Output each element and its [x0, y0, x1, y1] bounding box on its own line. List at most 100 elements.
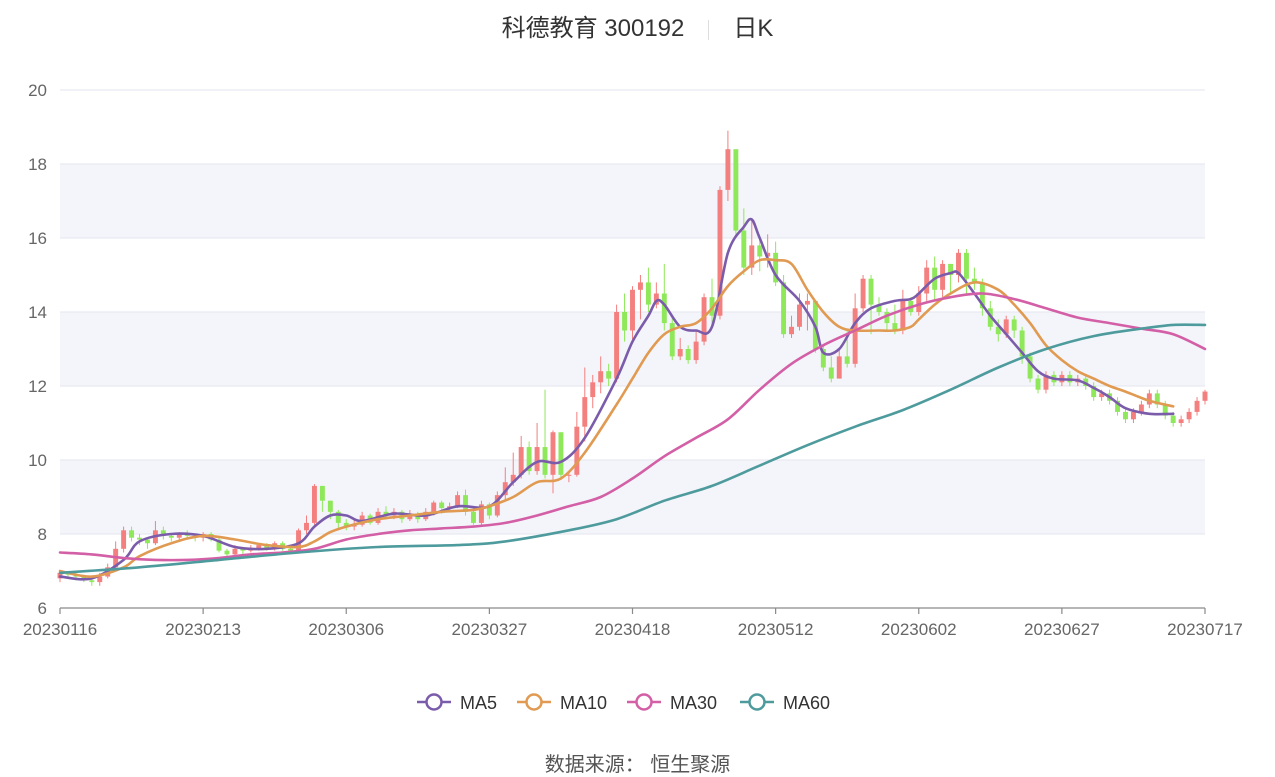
candle: [526, 441, 532, 475]
candle-body: [725, 149, 731, 190]
candle: [701, 293, 707, 346]
candle-body: [924, 267, 930, 294]
candle: [590, 374, 596, 409]
candle-body: [1019, 330, 1025, 357]
data-source: 数据来源： 恒生聚源: [544, 754, 731, 776]
y-tick-label: 6: [38, 599, 47, 618]
candle-body: [868, 278, 874, 305]
candle-body: [121, 530, 127, 549]
candle: [1202, 389, 1208, 405]
candle: [510, 452, 516, 486]
grid-band: [60, 164, 1205, 238]
candle: [693, 330, 699, 364]
candle: [311, 484, 317, 527]
candle-body: [89, 580, 95, 583]
candle-body: [820, 349, 826, 368]
candle-body: [502, 482, 508, 496]
candle: [685, 345, 691, 364]
candle-body: [1003, 319, 1009, 335]
candle-body: [296, 530, 302, 551]
x-tick-label: 20230512: [738, 620, 814, 639]
candle: [884, 308, 890, 331]
candle-body: [852, 308, 858, 364]
candle-body: [431, 502, 437, 512]
candle: [558, 432, 564, 479]
legend-marker: [525, 693, 543, 711]
candle-body: [765, 252, 771, 257]
legend-marker: [635, 693, 653, 711]
x-tick-label: 20230418: [595, 620, 671, 639]
candle-body: [797, 304, 802, 327]
candle-body: [884, 312, 890, 324]
candle-body: [534, 447, 540, 472]
candle-body: [566, 474, 572, 476]
candle: [304, 515, 309, 534]
candle-body: [1194, 400, 1200, 412]
candle-body: [232, 548, 238, 555]
candle: [622, 293, 628, 342]
candle-body: [701, 297, 707, 342]
candle: [542, 389, 548, 479]
candle-body: [622, 312, 628, 331]
period-label: 日K: [733, 15, 774, 42]
candle-body: [916, 293, 922, 312]
candle: [574, 411, 580, 477]
candle: [129, 526, 135, 542]
candle: [1178, 415, 1184, 427]
candle-body: [319, 485, 325, 501]
candle: [741, 208, 747, 275]
candle: [948, 263, 954, 294]
ma-line-ma30: [58, 292, 1207, 562]
candle-body: [781, 282, 787, 335]
candle: [606, 363, 612, 386]
grid-band: [60, 460, 1205, 534]
candle-body: [749, 245, 755, 268]
candle: [924, 260, 930, 301]
candle: [1154, 389, 1160, 409]
candle: [645, 267, 651, 312]
candle-body: [526, 447, 532, 472]
ma-line-ma60: [58, 323, 1207, 575]
candle-body: [264, 545, 270, 549]
candle-body: [574, 426, 580, 475]
candle-body: [240, 548, 246, 551]
candle-body: [471, 511, 476, 523]
candle-body: [510, 474, 516, 483]
candle: [789, 315, 794, 338]
candle-body: [1178, 419, 1184, 423]
candle-body: [979, 282, 985, 309]
candle: [121, 526, 127, 553]
candle-body: [137, 537, 142, 540]
candlestick-chart: 6 8 10 12 14 16 18 20 20230116 20230213 20230306 20…: [23, 81, 1243, 713]
x-tick-label: 20230717: [1167, 620, 1243, 639]
candle: [1011, 315, 1017, 338]
candle-body: [160, 530, 166, 536]
candle-body: [1099, 393, 1105, 398]
legend-label: MA5: [460, 693, 497, 713]
candle: [677, 337, 683, 361]
x-tick-label: 20230116: [23, 620, 97, 639]
candle-body: [685, 349, 691, 361]
candle: [725, 130, 731, 201]
candle: [534, 423, 540, 475]
candle-body: [327, 500, 333, 512]
candle-body: [828, 367, 834, 379]
candle: [319, 485, 325, 512]
candle: [868, 275, 874, 335]
candle-body: [590, 382, 596, 398]
x-tick-label: 20230213: [165, 620, 241, 639]
candle: [956, 249, 961, 283]
candle-body: [614, 312, 620, 379]
candle: [860, 275, 866, 312]
candle-body: [693, 341, 699, 361]
candle-body: [669, 323, 675, 357]
candle-body: [677, 349, 683, 357]
candle-body: [804, 300, 810, 305]
candle-body: [773, 252, 779, 283]
candle-body: [558, 432, 564, 475]
candle-body: [606, 371, 612, 379]
candle-body: [1186, 411, 1192, 420]
candle-body: [494, 495, 500, 516]
candle: [757, 238, 763, 272]
candle: [502, 467, 508, 501]
